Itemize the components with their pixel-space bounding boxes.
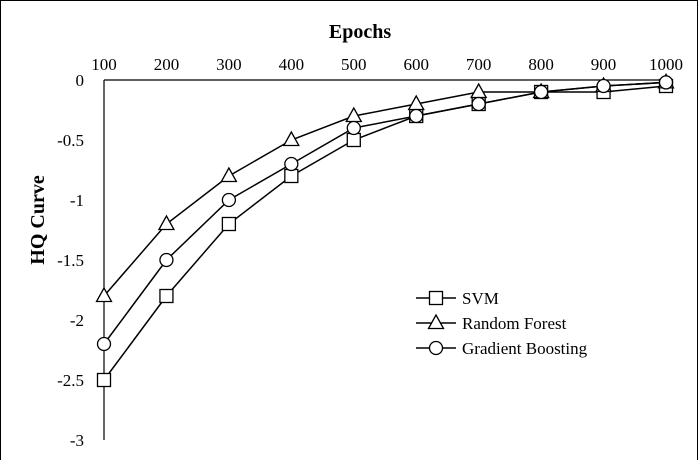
legend-marker: [428, 290, 444, 306]
y-axis-title: HQ Curve: [27, 175, 49, 265]
data-point: [284, 168, 299, 184]
legend-label: Gradient Boosting: [462, 339, 588, 358]
data-point: [596, 78, 611, 94]
legend-entry: SVM: [416, 289, 499, 308]
data-point: [157, 214, 176, 231]
x-tick-label: 400: [279, 55, 305, 74]
legend-label: SVM: [462, 289, 499, 308]
data-point: [533, 84, 549, 100]
data-point: [282, 130, 300, 147]
y-tick-label: 0: [76, 71, 85, 90]
axes: 100 200 300 400 500 600 700 800 900 1000 0 -0.5 -1 -1…: [57, 55, 683, 450]
legend-entry: Gradient Boosting: [416, 339, 588, 358]
y-tick-label: -2: [70, 311, 84, 330]
series-line: [103, 85, 667, 381]
series-random-forest: [95, 73, 675, 303]
legend-label: Random Forest: [462, 314, 567, 333]
x-tick-label: 900: [591, 55, 617, 74]
data-point: [221, 216, 237, 232]
y-tick-label: -3: [70, 431, 84, 450]
x-tick-label: 1000: [649, 55, 683, 74]
data-point: [220, 166, 238, 183]
x-tick-label: 100: [91, 55, 117, 74]
legend-marker: [427, 313, 445, 330]
x-axis-title: Epochs: [329, 21, 391, 43]
data-point: [96, 372, 112, 388]
series-line: [103, 81, 667, 297]
data-point: [284, 156, 299, 172]
data-point: [159, 288, 174, 304]
data-point: [471, 96, 486, 112]
x-tick-label: 800: [528, 55, 554, 74]
x-tick-label: 500: [341, 55, 367, 74]
data-point: [159, 252, 174, 268]
data-point: [658, 75, 674, 90]
data-point: [470, 82, 488, 99]
x-tick-label: 700: [466, 55, 492, 74]
x-tick-label: 600: [403, 55, 429, 74]
legend-marker: [428, 340, 444, 356]
y-tick-label: -2.5: [57, 371, 84, 390]
data-point: [95, 286, 113, 303]
data-point: [346, 120, 361, 136]
data-point: [221, 192, 237, 208]
x-tick-label: 200: [154, 55, 180, 74]
series-line: [103, 81, 667, 345]
data-point: [96, 336, 112, 352]
data-point: [346, 132, 361, 148]
legend: SVM Random Forest Gradient Boosting: [416, 289, 588, 358]
x-tick-label: 300: [216, 55, 242, 74]
y-tick-label: -0.5: [57, 131, 84, 150]
series-layer: [95, 73, 675, 388]
y-tick-label: -1: [70, 191, 84, 210]
legend-entry: Random Forest: [416, 313, 567, 333]
series-gradient-boosting: [96, 75, 674, 352]
data-point: [409, 108, 424, 124]
y-tick-label: -1.5: [57, 251, 84, 270]
